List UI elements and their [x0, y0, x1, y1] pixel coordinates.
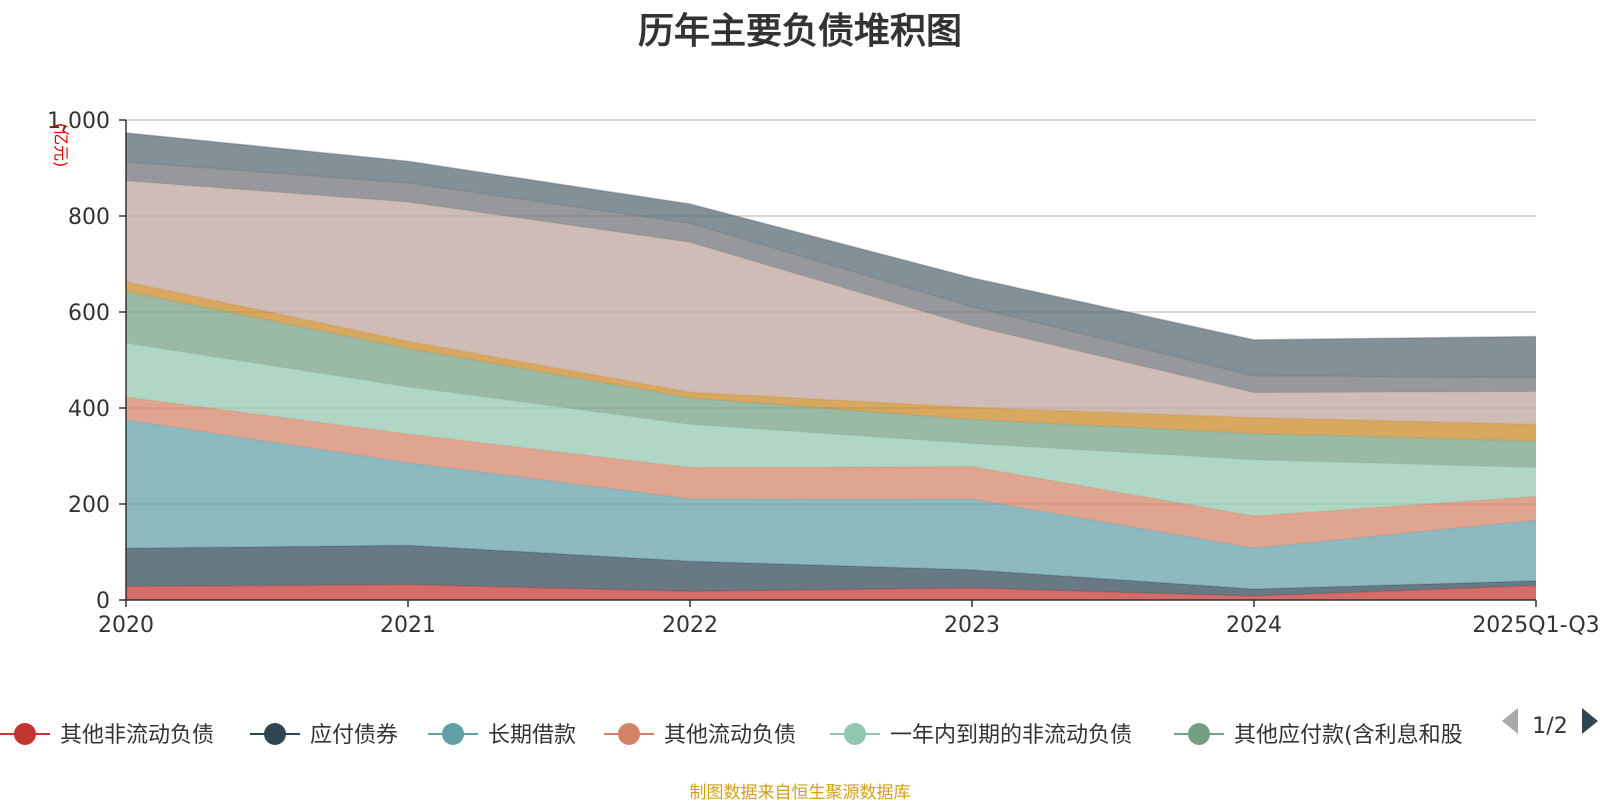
- y-axis-ticks: 0 200 400 600 800 1,000: [47, 109, 126, 614]
- legend-marker-icon: [442, 723, 464, 745]
- legend-item[interactable]: 一年内到期的非流动负债: [830, 723, 1132, 748]
- y-tick-label: 0: [96, 589, 110, 614]
- area-series-2: [126, 420, 1536, 589]
- y-tick-label: 200: [68, 493, 110, 518]
- area-series-0: [126, 584, 1536, 600]
- x-tick-label: 2024: [1226, 613, 1282, 638]
- legend-label: 一年内到期的非流动负债: [890, 723, 1132, 748]
- area-series-6: [126, 281, 1536, 442]
- legend-marker-icon: [264, 723, 286, 745]
- legend: 其他非流动负债 应付债券 长期借款 其他流动负债 一年内到期的非流动负债 其他应付款(含利…: [0, 723, 1463, 748]
- x-tick-label: 2022: [662, 613, 718, 638]
- legend-marker-icon: [14, 723, 36, 745]
- legend-pager: 1/2: [1502, 708, 1598, 739]
- area-series-3: [126, 396, 1536, 549]
- area-series: [125, 132, 1537, 600]
- legend-label: 长期借款: [488, 723, 576, 748]
- y-tick-label: 600: [68, 301, 110, 326]
- x-tick-label: 2023: [944, 613, 1000, 638]
- y-tick-label: 1,000: [47, 109, 110, 134]
- axes: [125, 120, 1536, 601]
- x-tick-label: 2020: [98, 613, 154, 638]
- legend-marker-icon: [844, 723, 866, 745]
- legend-label: 其他非流动负债: [60, 723, 214, 748]
- area-series-8: [126, 161, 1536, 393]
- legend-item[interactable]: 其他非流动负债: [0, 723, 214, 748]
- area-series-7: [126, 180, 1536, 425]
- x-tick-label: 2025Q1-Q3: [1472, 613, 1599, 638]
- area-series-4: [126, 343, 1536, 516]
- area-series-1: [126, 545, 1536, 597]
- y-tick-label: 800: [68, 205, 110, 230]
- legend-label: 应付债券: [310, 723, 398, 748]
- legend-page-indicator: 1/2: [1532, 714, 1567, 739]
- legend-label: 其他流动负债: [664, 723, 796, 748]
- area-series-9-edge: [125, 132, 1537, 341]
- legend-item[interactable]: 其他应付款(含利息和股: [1174, 723, 1463, 748]
- legend-item[interactable]: 应付债券: [250, 723, 398, 748]
- y-tick-label: 400: [68, 397, 110, 422]
- area-series-9: [126, 132, 1536, 378]
- x-axis-ticks: 2020 2021 2022 2023 2024 2025Q1-Q3: [98, 600, 1600, 638]
- legend-item[interactable]: 长期借款: [428, 723, 576, 748]
- x-tick-label: 2021: [380, 613, 436, 638]
- legend-item[interactable]: 其他流动负债: [604, 723, 796, 748]
- legend-next-arrow-icon[interactable]: [1582, 708, 1598, 734]
- legend-marker-icon: [618, 723, 640, 745]
- chart-title: 历年主要负债堆积图: [637, 11, 962, 52]
- legend-label: 其他应付款(含利息和股: [1234, 723, 1463, 748]
- area-series-5: [126, 291, 1536, 468]
- legend-prev-arrow-icon[interactable]: [1502, 708, 1518, 734]
- y-unit-label: (亿元): [52, 123, 71, 168]
- legend-marker-icon: [1188, 723, 1210, 745]
- source-note: 制图数据来自恒生聚源数据库: [689, 783, 911, 803]
